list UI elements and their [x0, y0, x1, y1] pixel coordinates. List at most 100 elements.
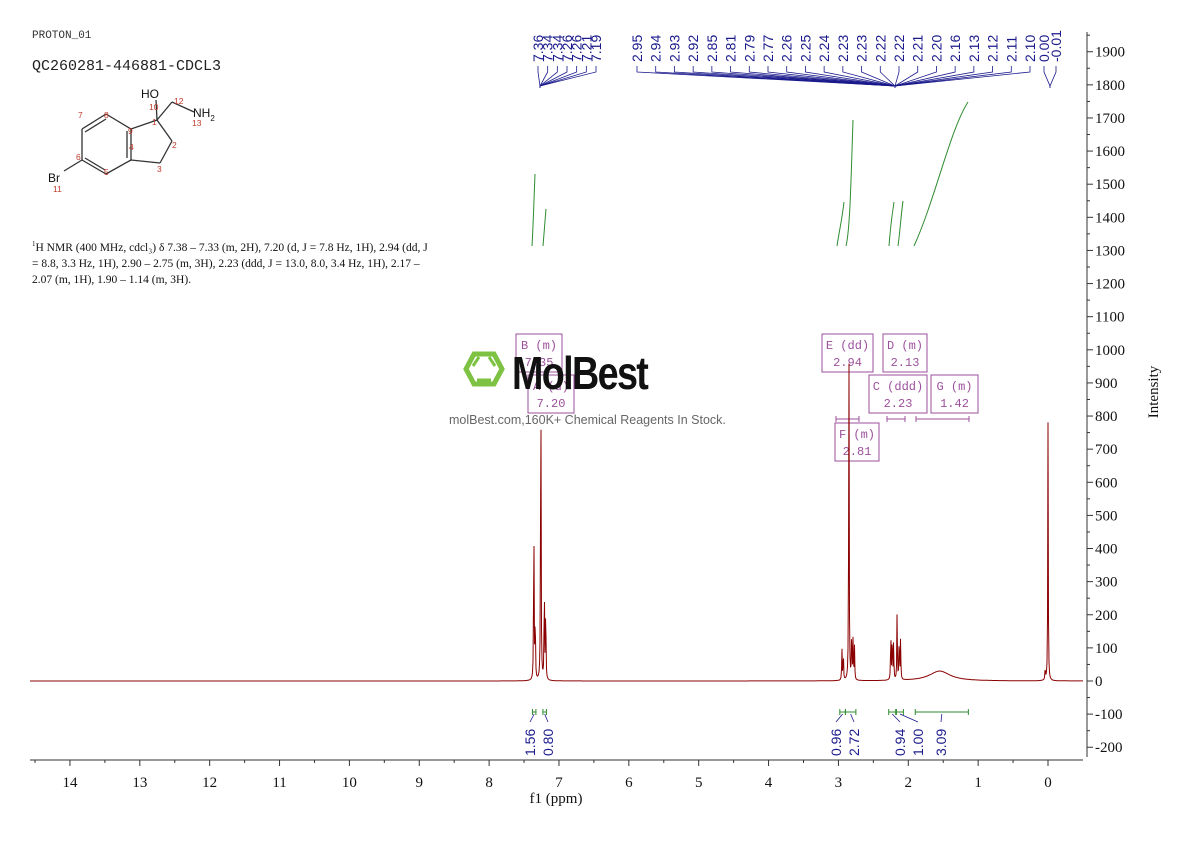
- peak-label: 2.95: [629, 35, 645, 62]
- svg-text:7.20: 7.20: [537, 397, 566, 411]
- svg-text:1: 1: [152, 117, 157, 127]
- x-tick-label: 0: [1044, 775, 1052, 791]
- peak-label: 7.26: [559, 35, 575, 62]
- integral-value: 1.56: [522, 729, 538, 756]
- atom-numbers: 1 2 3 4 5 6 7 8 9 10 11 12 13: [53, 96, 202, 194]
- watermark-tagline: molBest.com,160K+ Chemical Reagents In S…: [449, 413, 726, 427]
- y-tick-label: 0: [1095, 674, 1103, 690]
- y-tick-label: -200: [1095, 740, 1123, 756]
- peak-label: 7.21: [578, 35, 594, 62]
- svg-text:3: 3: [157, 164, 162, 174]
- peak-label: 2.79: [741, 35, 757, 62]
- svg-text:11: 11: [53, 184, 62, 194]
- multiplet-box: [527, 374, 575, 414]
- x-tick-label: 8: [485, 775, 493, 791]
- peak-label: 2.22: [872, 35, 888, 62]
- multiplet-box: [930, 374, 979, 414]
- y-tick-label: 500: [1095, 508, 1118, 524]
- svg-text:1.42: 1.42: [940, 397, 969, 411]
- peak-label: 2.16: [947, 35, 963, 62]
- svg-text:E (dd): E (dd): [826, 339, 869, 353]
- peak-label: 2.92: [685, 35, 701, 62]
- x-tick-label: 2: [905, 775, 913, 791]
- y-tick-label: 600: [1095, 475, 1118, 491]
- peak-label: 7.34: [540, 35, 556, 62]
- x-tick-label: 11: [272, 775, 286, 791]
- y-tick-label: 1800: [1095, 78, 1125, 94]
- peak-label: 2.13: [966, 35, 982, 62]
- x-tick-label: 10: [342, 775, 357, 791]
- svg-text:2.81: 2.81: [843, 445, 872, 459]
- y-axis-ticks: 1900180017001600150014001300120011001000…: [1087, 34, 1125, 756]
- y-axis-label: Intensity: [1146, 365, 1162, 418]
- y-tick-label: 1900: [1095, 45, 1125, 61]
- y-tick-label: 200: [1095, 608, 1118, 624]
- nmr-description: 1H NMR (400 MHz, cdcl₃) δ 7.38 – 7.33 (m…: [32, 240, 428, 286]
- multiplet-boxes: B (m) 7.35 A (d) 7.20 E (dd) 2.94 D (m) 2.13 C (…: [515, 333, 979, 462]
- svg-text:12: 12: [174, 96, 184, 106]
- x-axis-label: f1 (ppm): [530, 791, 583, 807]
- integral-value: 0.96: [828, 729, 844, 756]
- multiplet-box: [868, 374, 928, 414]
- peak-label: 2.10: [1022, 35, 1038, 62]
- svg-text:G (m): G (m): [936, 380, 972, 394]
- svg-text:C (ddd): C (ddd): [873, 380, 923, 394]
- nh2-label: NH2: [193, 106, 215, 123]
- peak-label: 2.24: [816, 35, 832, 62]
- y-tick-label: 700: [1095, 442, 1118, 458]
- peak-label: 2.94: [648, 35, 664, 62]
- svg-text:8: 8: [104, 110, 109, 120]
- multiplet-box: [821, 333, 874, 373]
- peak-label: 2.93: [666, 35, 682, 62]
- x-tick-label: 1: [974, 775, 982, 791]
- x-tick-label: 7: [555, 775, 563, 791]
- peak-label: 2.77: [760, 35, 776, 62]
- svg-text:2.13: 2.13: [891, 356, 920, 370]
- integral-value: 0.94: [892, 729, 908, 756]
- svg-text:4: 4: [129, 142, 134, 152]
- x-tick-label: 5: [695, 775, 703, 791]
- molecule-labels: HO NH2 Br: [48, 87, 215, 185]
- svg-text:7: 7: [78, 110, 83, 120]
- peak-label: 2.81: [723, 35, 739, 62]
- y-tick-label: 1100: [1095, 310, 1124, 326]
- svg-text:2.94: 2.94: [833, 356, 862, 370]
- peak-label: 0.00: [1036, 35, 1052, 62]
- y-tick-label: 900: [1095, 376, 1118, 392]
- integral-curves: [531, 101, 969, 247]
- peak-label: 2.12: [985, 35, 1001, 62]
- y-tick-label: 1400: [1095, 210, 1125, 226]
- br-label: Br: [48, 171, 60, 185]
- peak-labels: 7.367.347.347.267.267.217.19 2.95 2.94 2.93…: [530, 30, 1064, 88]
- y-tick-label: 1700: [1095, 111, 1125, 127]
- peak-label: 7.36: [530, 35, 546, 62]
- integral-values: 1.56 0.80 0.96 2.72 0.94 1.00 3.09: [522, 709, 969, 756]
- x-tick-label: 4: [765, 775, 773, 791]
- peak-label: 2.23: [835, 35, 851, 62]
- multiplet-box: [834, 422, 880, 462]
- svg-text:A (d): A (d): [533, 380, 569, 394]
- x-tick-label: 14: [62, 775, 78, 791]
- peak-label: 2.26: [779, 35, 795, 62]
- peak-label: 7.19: [588, 35, 604, 62]
- integral-value: 2.72: [846, 729, 862, 756]
- peak-label: 2.20: [928, 35, 944, 62]
- peak-label: 2.21: [910, 35, 926, 62]
- spectrum-line: [30, 363, 1083, 682]
- integral-value: 0.80: [540, 729, 556, 756]
- integral-value: 3.09: [933, 729, 949, 756]
- svg-text:6: 6: [76, 152, 81, 162]
- y-tick-label: 300: [1095, 575, 1118, 591]
- svg-text:9: 9: [128, 126, 133, 136]
- ho-label: HO: [141, 87, 159, 101]
- peak-label: 2.11: [1003, 36, 1019, 62]
- x-tick-label: 3: [835, 775, 843, 791]
- peak-label: -0.01: [1048, 30, 1064, 62]
- x-tick-label: 9: [416, 775, 424, 791]
- x-tick-label: 12: [202, 775, 217, 791]
- peak-label: 2.23: [854, 35, 870, 62]
- svg-text:2.23: 2.23: [884, 397, 913, 411]
- svg-text:2: 2: [172, 140, 177, 150]
- x-tick-label: 6: [625, 775, 633, 791]
